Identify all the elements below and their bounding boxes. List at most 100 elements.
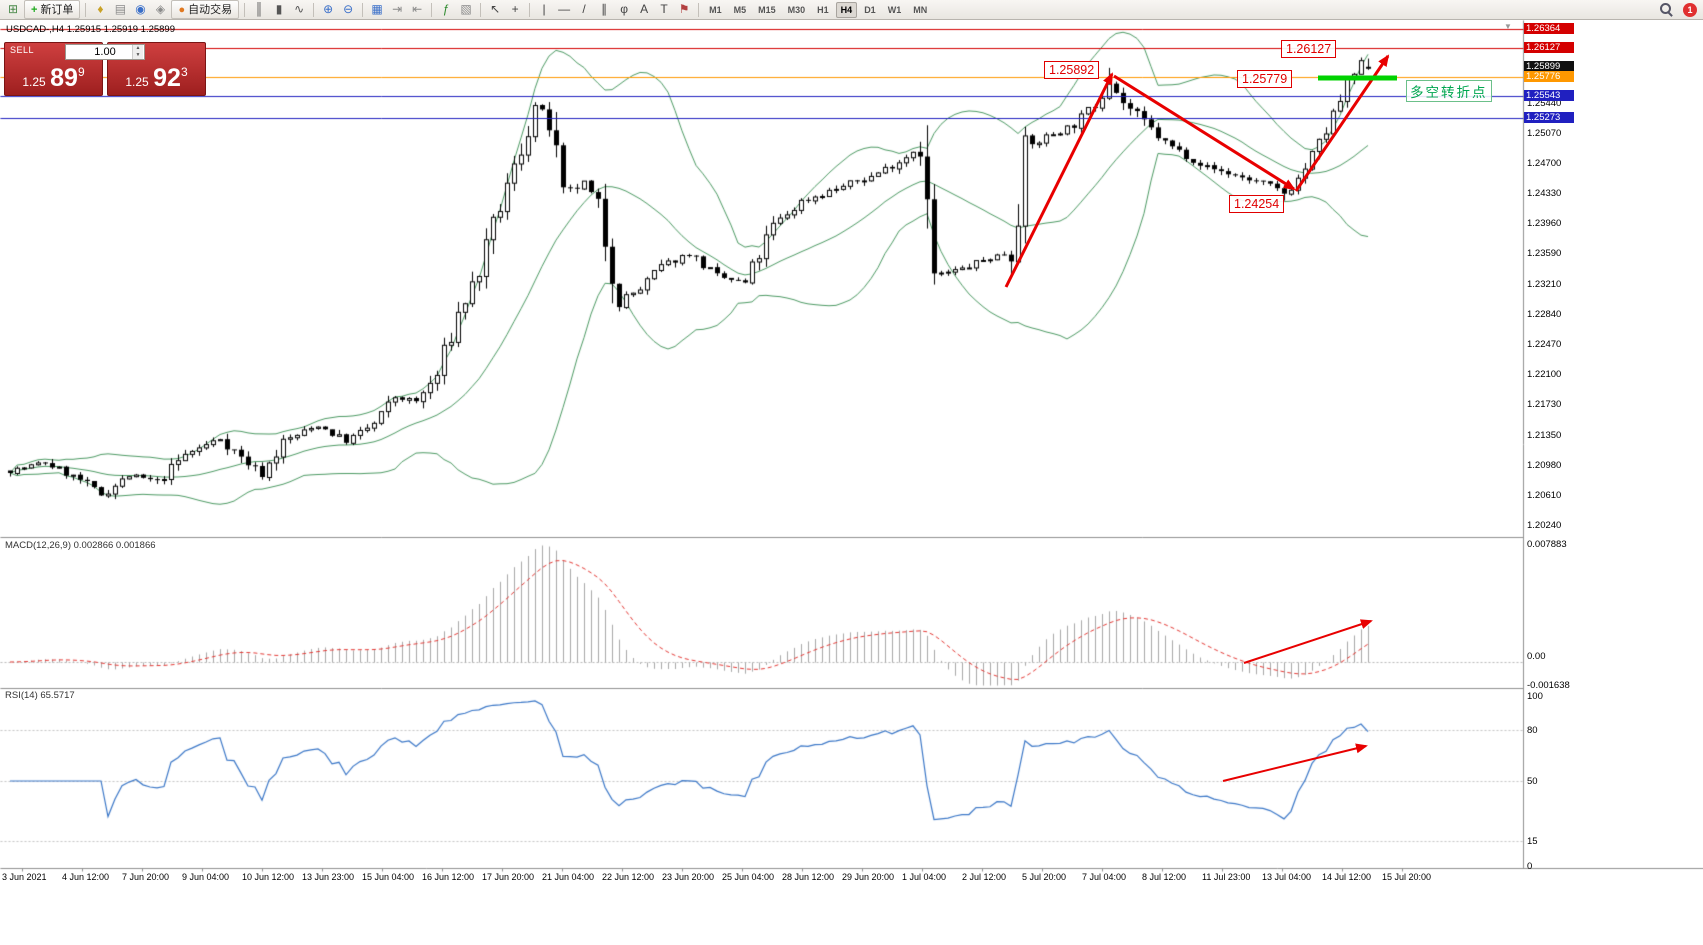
time-label: 2 Jul 12:00 bbox=[962, 872, 1007, 882]
timeframe-h1[interactable]: H1 bbox=[817, 4, 829, 15]
time-label: 14 Jul 12:00 bbox=[1322, 872, 1372, 882]
new-order-button-label: 新订单 bbox=[40, 3, 74, 16]
cursor-icon[interactable]: ↖ bbox=[490, 1, 501, 16]
price-tick: 1.20240 bbox=[1527, 519, 1562, 531]
bar-chart-icon[interactable]: ║ bbox=[254, 1, 264, 16]
price-tick: 1.23590 bbox=[1527, 248, 1562, 259]
time-label: 1 Jul 04:00 bbox=[902, 872, 947, 882]
toolbar-separator bbox=[529, 2, 531, 17]
toolbar-separator bbox=[480, 2, 482, 17]
fibonacci-icon[interactable]: φ bbox=[620, 1, 628, 16]
macd-indicator-label: MACD(12,26,9) 0.002866 0.001866 bbox=[5, 540, 156, 551]
toolbar-separator bbox=[431, 2, 433, 17]
tile-windows-icon[interactable]: ▦ bbox=[371, 1, 383, 16]
one-click-trading-panel: SELL 1.25 899 BUY 1.25 923 1.00 ▲▼ bbox=[4, 42, 206, 96]
time-label: 15 Jun 04:00 bbox=[362, 872, 415, 882]
volume-input[interactable]: 1.00 ▲ ▼ bbox=[65, 44, 145, 60]
timeframe-m15[interactable]: M15 bbox=[758, 4, 776, 15]
new-order-button[interactable]: + 新订单 bbox=[24, 0, 81, 19]
annotation-pivot[interactable]: 1.25779 bbox=[1237, 70, 1293, 88]
annotation-swing-high[interactable]: 1.25892 bbox=[1044, 61, 1100, 79]
price-tag-1.26364: 1.26364 bbox=[1524, 23, 1574, 35]
macd-axis-value: 0.007883 bbox=[1527, 539, 1567, 550]
annotation-resistance[interactable]: 1.26127 bbox=[1281, 40, 1337, 58]
templates-icon[interactable]: ▧ bbox=[460, 1, 472, 16]
rsi-axis-value: 15 bbox=[1527, 835, 1538, 847]
time-label: 7 Jul 04:00 bbox=[1082, 872, 1127, 882]
time-axis[interactable]: 3 Jun 2021 4 Jun 12:00 7 Jun 20:00 9 Jun 04… bbox=[0, 872, 1523, 886]
spinner-up-icon[interactable]: ▲ bbox=[132, 45, 143, 52]
time-label: 13 Jul 04:00 bbox=[1262, 872, 1312, 882]
autotrading-button-label: 自动交易 bbox=[188, 3, 233, 16]
timeframe-d1[interactable]: D1 bbox=[864, 4, 876, 15]
chart-shift-icon[interactable]: ⇤ bbox=[412, 1, 423, 16]
indicators-icon[interactable]: ƒ bbox=[442, 1, 450, 16]
annotation-swing-low[interactable]: 1.24254 bbox=[1229, 195, 1285, 213]
price-tick: 1.21730 bbox=[1527, 398, 1562, 410]
timeframe-m5[interactable]: M5 bbox=[733, 4, 747, 15]
candlestick-chart-icon[interactable]: ▮ bbox=[275, 1, 283, 16]
price-tick: 1.21350 bbox=[1527, 429, 1562, 441]
rsi-indicator-label: RSI(14) 65.5717 bbox=[5, 690, 75, 701]
timeframe-m30[interactable]: M30 bbox=[787, 4, 806, 15]
arrows-icon[interactable]: ⚑ bbox=[678, 1, 690, 16]
price-tick: 1.24700 bbox=[1527, 158, 1562, 169]
autotrading-button[interactable]: ● 自动交易 bbox=[171, 0, 240, 19]
time-label: 3 Jun 2021 bbox=[2, 872, 47, 882]
timeframe-m1[interactable]: M1 bbox=[709, 4, 722, 15]
time-label: 7 Jun 20:00 bbox=[122, 872, 170, 882]
autotrading-button-icon: ● bbox=[178, 3, 186, 16]
toolbar-separator bbox=[85, 2, 87, 17]
timeframe-mn[interactable]: MN bbox=[913, 4, 928, 15]
volume-spinner[interactable]: ▲ ▼ bbox=[132, 45, 143, 59]
price-tick: 1.22840 bbox=[1527, 308, 1562, 320]
notification-badge[interactable]: 1 bbox=[1683, 2, 1697, 17]
time-label: 17 Jun 20:00 bbox=[482, 872, 535, 882]
price-tick: 1.20980 bbox=[1527, 459, 1562, 471]
rsi-axis-value: 0 bbox=[1527, 861, 1533, 872]
time-label: 21 Jun 04:00 bbox=[542, 872, 595, 882]
market-watch-icon[interactable]: ◉ bbox=[135, 1, 146, 16]
price-tick: 1.22470 bbox=[1527, 338, 1562, 350]
profiles-icon[interactable]: ♦ bbox=[97, 1, 104, 16]
new-order-button-icon: + bbox=[31, 3, 38, 16]
timeframe-w1[interactable]: W1 bbox=[887, 4, 902, 15]
price-tag-1.25899: 1.25899 bbox=[1524, 60, 1574, 72]
sell-price: 1.25 899 bbox=[22, 64, 85, 92]
horizontal-line-icon[interactable]: — bbox=[558, 1, 571, 16]
channel-icon[interactable]: ∥ bbox=[601, 1, 608, 16]
time-label: 29 Jun 20:00 bbox=[842, 872, 895, 882]
vertical-line-icon[interactable]: | bbox=[542, 1, 546, 16]
sell-button[interactable]: SELL 1.25 899 bbox=[4, 42, 103, 96]
zoom-in-icon[interactable]: ⊕ bbox=[323, 1, 334, 16]
line-chart-icon[interactable]: ∿ bbox=[294, 1, 305, 16]
annotation-note[interactable]: 多空转折点 bbox=[1406, 80, 1492, 102]
time-label: 9 Jun 04:00 bbox=[182, 872, 230, 882]
search-icon[interactable] bbox=[1660, 3, 1673, 17]
rsi-axis-value: 50 bbox=[1527, 776, 1538, 787]
trendline-icon[interactable]: / bbox=[582, 1, 586, 16]
chart-info-line: USDCAD-,H4 1.25915 1.25919 1.25899 bbox=[6, 24, 176, 35]
crosshair-icon[interactable]: + bbox=[511, 1, 519, 16]
time-label: 22 Jun 12:00 bbox=[602, 872, 655, 882]
volume-value: 1.00 bbox=[94, 46, 116, 58]
charts-list-icon[interactable]: ▤ bbox=[114, 1, 127, 16]
zoom-out-icon[interactable]: ⊖ bbox=[343, 1, 354, 16]
label-icon[interactable]: T bbox=[660, 1, 668, 16]
time-label: 11 Jul 23:00 bbox=[1202, 872, 1251, 882]
time-label: 15 Jul 20:00 bbox=[1382, 872, 1432, 882]
toolbar-separator bbox=[244, 2, 246, 17]
new-chart-icon[interactable]: ⊞ bbox=[7, 1, 19, 16]
sell-label: SELL bbox=[10, 45, 35, 55]
data-window-icon[interactable]: ◈ bbox=[155, 1, 166, 16]
macd-axis-value: -0.001638 bbox=[1527, 680, 1570, 691]
time-label: 8 Jul 12:00 bbox=[1142, 872, 1187, 882]
text-icon[interactable]: A bbox=[640, 1, 649, 16]
timeframe-h4[interactable]: H4 bbox=[835, 1, 858, 18]
price-tick: 1.20610 bbox=[1527, 489, 1562, 501]
spinner-down-icon[interactable]: ▼ bbox=[132, 52, 143, 59]
auto-scroll-icon[interactable]: ⇥ bbox=[392, 1, 403, 16]
price-tag-1.25273: 1.25273 bbox=[1524, 111, 1574, 123]
time-label: 23 Jun 20:00 bbox=[662, 872, 715, 882]
